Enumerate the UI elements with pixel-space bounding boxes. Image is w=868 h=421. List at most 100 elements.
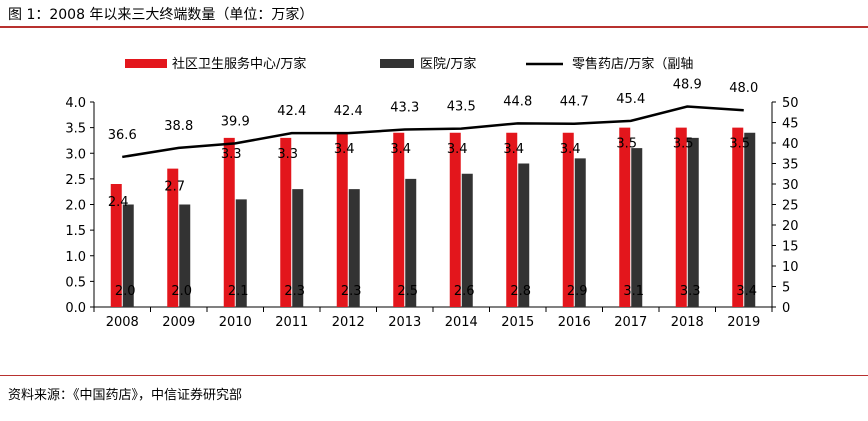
source-divider (0, 375, 868, 376)
x-tick-label: 2015 (501, 315, 534, 330)
data-label-pharmacy: 43.5 (447, 100, 476, 115)
x-tick-label: 2018 (671, 315, 704, 330)
legend-swatch-community (125, 59, 167, 68)
bar-community (167, 168, 179, 307)
data-label-hospital: 2.5 (397, 284, 418, 299)
y-right-tick-label: 45 (782, 117, 799, 132)
bar-community (562, 132, 574, 307)
y-left-tick-label: 2.0 (65, 199, 86, 214)
y-left-tick-label: 3.5 (65, 122, 86, 137)
x-tick-label: 2013 (388, 315, 421, 330)
data-label-hospital: 2.6 (454, 284, 475, 299)
x-tick-label: 2014 (445, 315, 478, 330)
data-label-hospital: 3.3 (680, 284, 701, 299)
data-label-pharmacy: 45.4 (616, 92, 645, 107)
bar-community (449, 132, 461, 307)
data-label-pharmacy: 43.3 (390, 100, 419, 115)
data-label-community: 3.4 (447, 142, 468, 157)
y-right-tick-label: 35 (782, 158, 799, 173)
bar-hospital (461, 173, 473, 307)
y-right-tick-label: 15 (782, 240, 799, 255)
bar-community (223, 137, 235, 307)
y-right-tick-label: 40 (782, 137, 799, 152)
bar-hospital (631, 148, 643, 307)
y-right-tick-label: 20 (782, 219, 799, 234)
bar-community (506, 132, 518, 307)
data-label-hospital: 2.8 (510, 284, 531, 299)
data-label-community: 3.4 (390, 142, 411, 157)
figure-title: 图 1：2008 年以来三大终端数量（单位：万家） (8, 7, 314, 23)
y-right-tick-label: 25 (782, 199, 799, 214)
bar-hospital (574, 158, 586, 307)
legend-label-community: 社区卫生服务中心/万家 (172, 56, 306, 72)
bar-hospital (687, 137, 699, 307)
bar-community (675, 127, 687, 307)
data-label-pharmacy: 48.9 (673, 78, 702, 93)
data-label-community: 3.5 (673, 137, 694, 152)
legend: 社区卫生服务中心/万家 医院/万家 零售药店/万家（副轴 (125, 56, 693, 72)
data-label-community: 2.7 (164, 180, 185, 195)
data-label-hospital: 2.1 (228, 284, 249, 299)
series-retail-pharmacies (122, 105, 744, 159)
bar-community (280, 137, 292, 307)
data-label-community: 3.4 (334, 142, 355, 157)
x-tick-label: 2019 (727, 315, 760, 330)
data-label-community: 3.4 (503, 142, 524, 157)
y-right-tick-label: 5 (782, 281, 790, 296)
data-label-community: 2.4 (108, 195, 129, 210)
data-label-hospital: 2.3 (341, 284, 362, 299)
y-left-tick-label: 2.5 (65, 173, 86, 188)
x-tick-label: 2016 (558, 315, 591, 330)
title-bar: 图 1：2008 年以来三大终端数量（单位：万家） (0, 0, 868, 28)
bar-hospital (348, 189, 360, 307)
x-tick-label: 2017 (614, 315, 647, 330)
data-label-community: 3.5 (729, 137, 750, 152)
series-community-health-centers (110, 127, 744, 307)
y-left-tick-label: 3.0 (65, 147, 86, 162)
data-label-pharmacy: 42.4 (334, 104, 363, 119)
bar-community (619, 127, 631, 307)
x-tick-label: 2012 (332, 315, 365, 330)
data-label-community: 3.4 (560, 142, 581, 157)
data-label-pharmacy: 44.8 (503, 94, 532, 109)
data-label-hospital: 2.9 (567, 284, 588, 299)
y-left-tick-label: 0.5 (65, 275, 86, 290)
data-labels: 2.4 2.0 2.7 2.0 3.3 2.1 3.3 2.3 3.4 2.3 3.4 2.5 3.4 2… (108, 78, 758, 299)
data-label-community: 3.5 (616, 137, 637, 152)
bar-hospital (179, 204, 191, 307)
data-label-pharmacy: 44.7 (560, 95, 589, 110)
data-label-pharmacy: 36.6 (108, 128, 137, 143)
data-label-community: 3.3 (221, 147, 242, 162)
y-axis-right: 0 5 10 15 20 25 30 35 40 45 50 (771, 96, 799, 316)
source-note: 资料来源：《中国药店》，中信证券研究部 (8, 388, 243, 403)
bar-community (732, 127, 744, 307)
bar-hospital (235, 199, 247, 307)
legend-label-pharmacy: 零售药店/万家（副轴 (572, 56, 693, 72)
bar-community (336, 132, 348, 307)
y-left-tick-label: 1.5 (65, 224, 86, 239)
data-label-hospital: 2.0 (171, 284, 192, 299)
bar-hospital (292, 189, 304, 307)
series-hospitals (122, 132, 756, 307)
y-right-tick-label: 50 (782, 96, 799, 111)
x-tick-label: 2010 (219, 315, 252, 330)
y-right-tick-label: 30 (782, 178, 799, 193)
x-tick-label: 2011 (275, 315, 308, 330)
bar-hospital (122, 204, 134, 307)
data-label-hospital: 3.1 (623, 284, 644, 299)
data-label-hospital: 2.3 (284, 284, 305, 299)
data-label-pharmacy: 42.4 (277, 104, 306, 119)
bar-hospital (405, 178, 417, 307)
bar-hospital (518, 163, 530, 307)
data-label-pharmacy: 39.9 (221, 114, 250, 129)
x-tick-label: 2008 (106, 315, 139, 330)
data-label-hospital: 2.0 (115, 284, 136, 299)
y-axis-left: 0.0 0.5 1.0 1.5 2.0 2.5 3.0 3.5 4.0 (65, 96, 95, 316)
y-right-tick-label: 0 (782, 301, 790, 316)
line-pharmacy (122, 105, 744, 159)
y-left-tick-label: 1.0 (65, 250, 86, 265)
legend-swatch-hospital (380, 59, 414, 68)
y-left-tick-label: 0.0 (65, 301, 86, 316)
legend-label-hospital: 医院/万家 (420, 56, 476, 72)
